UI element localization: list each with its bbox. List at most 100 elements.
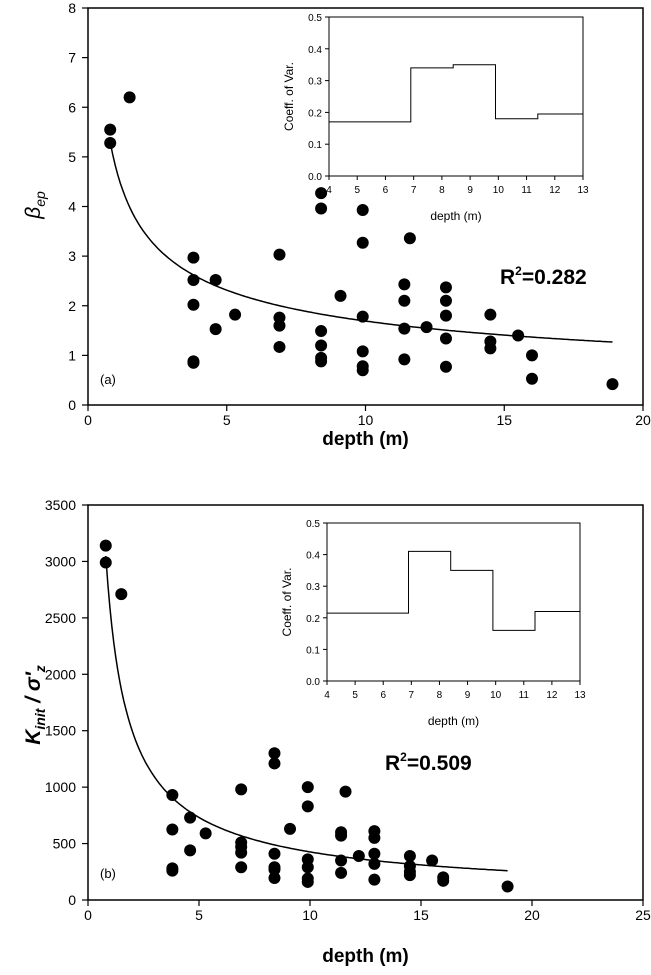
data-point (115, 588, 128, 601)
data-point (123, 91, 136, 104)
data-point (235, 783, 248, 796)
data-point (484, 342, 497, 355)
panel-label: (a) (100, 372, 116, 387)
x-tick-label: 0 (84, 907, 92, 923)
data-point (426, 854, 439, 867)
data-point (268, 847, 281, 860)
y-tick-label: 2000 (45, 666, 76, 682)
data-point (301, 800, 314, 813)
data-point (398, 353, 411, 366)
data-point (439, 309, 452, 322)
data-point (356, 364, 369, 377)
inset-y-axis-label: Coeff. of Var. (282, 62, 296, 131)
y-tick-label: 3500 (45, 497, 76, 513)
data-point (356, 345, 369, 358)
data-point (268, 871, 281, 884)
data-point (335, 866, 348, 879)
x-tick-label: 0 (84, 412, 92, 428)
data-point (398, 322, 411, 335)
data-point (187, 356, 200, 369)
inset-x-tick-label: 6 (380, 690, 386, 701)
data-point (235, 846, 248, 859)
data-point (368, 857, 381, 870)
data-point (273, 319, 286, 332)
y-axis-label: βep (22, 191, 48, 220)
inset-y-tick-label: 0.3 (306, 582, 320, 593)
y-tick-label: 4 (68, 199, 76, 215)
x-axis-label: depth (m) (322, 946, 409, 967)
data-point (368, 847, 381, 860)
x-tick-label: 15 (413, 907, 429, 923)
y-tick-label: 1500 (45, 723, 76, 739)
data-point (403, 849, 416, 862)
r-squared-superscript: 2 (515, 264, 522, 278)
data-point (268, 863, 281, 876)
inset-x-tick-label: 9 (467, 185, 473, 196)
data-point (104, 123, 117, 136)
y-axis-label: Kinit / σ'z (22, 665, 48, 745)
inset-step-line (327, 550, 580, 631)
y-tick-label: 6 (68, 99, 76, 115)
data-point (526, 372, 538, 385)
data-point (339, 785, 352, 798)
data-point (187, 273, 200, 286)
data-point (315, 187, 328, 200)
inset-x-axis-label: depth (m) (430, 209, 481, 223)
inset-x-tick-label: 8 (437, 690, 443, 701)
data-point (398, 278, 411, 291)
data-point (209, 323, 222, 336)
r-squared-value: =0.509 (407, 752, 472, 775)
x-tick-label: 10 (358, 412, 374, 428)
x-tick-label: 10 (302, 907, 318, 923)
data-point (420, 321, 433, 334)
data-point (439, 281, 452, 294)
data-point (512, 329, 525, 342)
y-tick-label: 0 (68, 892, 76, 908)
inset-y-tick-label: 0.0 (308, 172, 322, 183)
inset-x-tick-label: 7 (409, 690, 415, 701)
inset-x-tick-label: 12 (549, 185, 561, 196)
data-point (315, 355, 328, 368)
inset-y-tick-label: 0.0 (306, 677, 320, 688)
r-squared-base: R (385, 752, 400, 775)
data-point (368, 873, 381, 886)
y-tick-label: 1000 (45, 779, 76, 795)
data-point (315, 202, 328, 215)
y-tick-label: 3 (68, 248, 76, 264)
plot-frame (87, 504, 644, 901)
x-tick-label: 20 (635, 412, 651, 428)
inset-y-tick-label: 0.1 (308, 140, 322, 151)
inset-chart: 4 5 6 7 8 9 10 11 12 13 0.0 0.1 0.2 0.3 0.4 0.5 depth (m… (280, 519, 586, 728)
y-tick-label: 5 (68, 149, 76, 165)
data-point (273, 248, 286, 261)
data-point (334, 289, 347, 302)
x-tick-label: 5 (195, 907, 203, 923)
data-point (356, 203, 369, 216)
data-point (104, 136, 117, 149)
inset-x-tick-label: 6 (383, 185, 389, 196)
panel-b: 0 5 10 15 20 250500100015002000250030003500de… (22, 497, 651, 967)
inset-x-tick-label: 11 (519, 690, 530, 701)
y-label-subscript: ep (32, 191, 48, 207)
inset-x-tick-label: 4 (326, 185, 332, 196)
data-point (403, 869, 416, 882)
data-point (199, 827, 212, 840)
inset-x-tick-label: 7 (411, 185, 417, 196)
y-tick-label: 500 (53, 836, 77, 852)
data-point (484, 308, 497, 321)
x-tick-label: 25 (635, 907, 651, 923)
x-tick-label: 5 (223, 412, 231, 428)
inset-y-tick-label: 0.4 (308, 45, 322, 56)
data-point (356, 310, 369, 323)
inset-x-tick-label: 9 (465, 690, 471, 701)
data-point (99, 556, 112, 569)
inset-y-axis-label: Coeff. of Var. (280, 568, 294, 637)
inset-x-axis-label: depth (m) (428, 714, 479, 728)
r-squared-base: R (500, 266, 515, 289)
y-label-separator: / σ' (22, 671, 45, 708)
data-point (403, 232, 416, 245)
data-point (368, 831, 381, 844)
inset-x-tick-label: 8 (439, 185, 445, 196)
data-point (526, 349, 538, 362)
